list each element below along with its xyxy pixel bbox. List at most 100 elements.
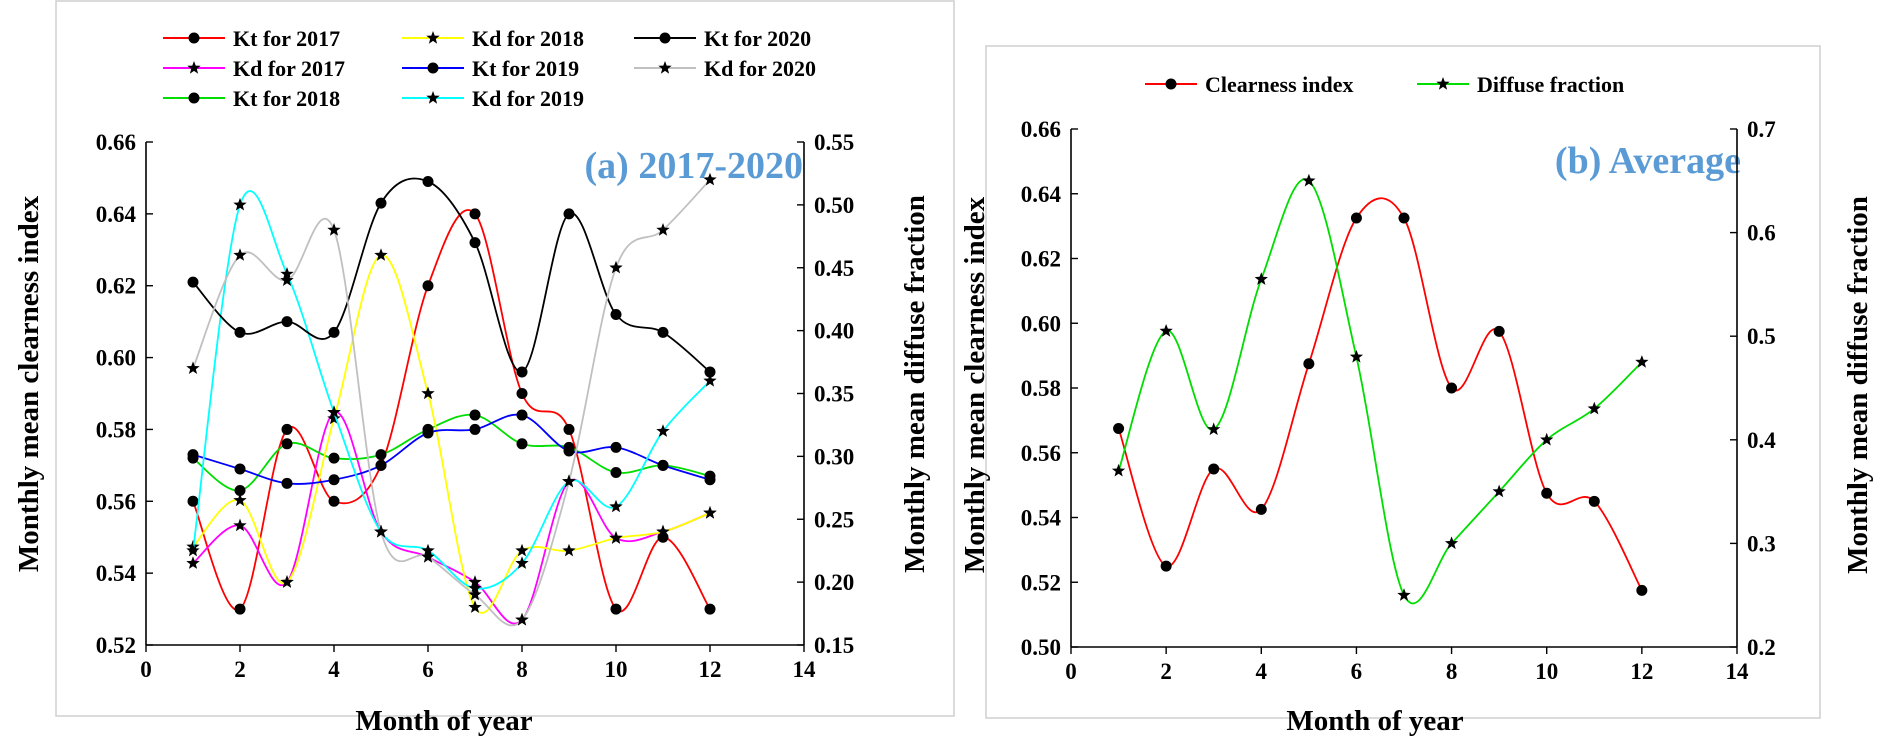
- panel-a-line-kd-for-2020: [192, 179, 711, 627]
- panel-b-point-diffuse-fraction: [1587, 401, 1601, 415]
- panel-a-left-y-tick-label: 0.52: [96, 633, 136, 658]
- panel-b-right-y-tick-label: 0.3: [1747, 531, 1776, 556]
- panel-a-point-kt-for-2018: [469, 409, 481, 421]
- panel-b-x-tick-label: 2: [1160, 659, 1172, 684]
- panel-a-x-axis-label: Month of year: [355, 705, 532, 737]
- panel-a-legend-label: Kd for 2017: [233, 56, 345, 81]
- panel-a-x-tick-label: 2: [234, 657, 246, 682]
- panel-a-right-y-tick-label: 0.15: [814, 633, 854, 658]
- panel-a-point-kd-for-2018: [280, 575, 294, 588]
- panel-a-point-kt-for-2020: [328, 326, 340, 338]
- panel-a-point-kd-for-2018: [374, 248, 388, 261]
- panel-a-point-kt-for-2017: [516, 388, 528, 399]
- panel-a: Kt for 2017 Kd for 2017 Kt for 2018 Kd for …: [13, 0, 955, 737]
- panel-a-point-kd-for-2018: [327, 411, 341, 425]
- panel-a-left-y-tick-label: 0.60: [96, 346, 136, 371]
- panel-a-point-kt-for-2017: [234, 603, 246, 615]
- panel-a-point-kt-for-2019: [516, 409, 528, 421]
- panel-a-line-kt-for-2019: [192, 413, 711, 485]
- panel-a-point-kd-for-2020: [609, 260, 623, 274]
- panel-a-right-y-tick-label: 0.40: [814, 319, 854, 344]
- panel-a-legend-marker: [658, 61, 672, 74]
- panel-b-point-clearness-index: [1446, 382, 1458, 394]
- panel-a-point-kt-for-2020: [704, 366, 716, 378]
- panel-b-left-y-tick-label: 0.62: [1021, 247, 1061, 272]
- panel-b-legend-marker: [1165, 78, 1177, 90]
- panel-b-point-clearness-index: [1588, 495, 1600, 507]
- panel-a-legend-label: Kt for 2019: [472, 56, 579, 81]
- panel-b-point-diffuse-fraction: [1254, 272, 1268, 285]
- panel-b-frame: [985, 45, 1821, 719]
- panel-b-left-y-tick-label: 0.58: [1021, 376, 1061, 401]
- panel-a-point-kt-for-2017: [187, 495, 199, 507]
- panel-a-legend-label: Kd for 2018: [472, 26, 584, 51]
- panel-a-x-tick-label: 0: [140, 657, 152, 682]
- panel-a-x-tick-label: 10: [605, 657, 628, 682]
- panel-b: Clearness index Diffuse fraction (b) Aver…: [959, 45, 1874, 737]
- panel-a-point-kt-for-2020: [563, 208, 575, 220]
- panel-a-point-kt-for-2020: [469, 237, 481, 249]
- panel-a-point-kt-for-2018: [281, 438, 293, 450]
- panel-a-point-kt-for-2019: [657, 459, 669, 471]
- panel-a-point-kd-for-2019: [233, 197, 247, 211]
- panel-a-point-kt-for-2019: [422, 427, 434, 439]
- panel-b-point-clearness-index: [1636, 584, 1648, 596]
- panel-a-point-kt-for-2017: [563, 423, 575, 435]
- panel-b-left-y-axis-label: Monthly mean clearness index: [959, 196, 991, 573]
- panel-a-line-kd-for-2018: [192, 254, 711, 614]
- panel-a-legend-marker: [426, 31, 440, 44]
- panel-a-right-y-axis-label: Monthly mean diffuse fraction: [899, 195, 931, 573]
- panel-b-point-diffuse-fraction: [1540, 432, 1554, 446]
- panel-a-point-kt-for-2020: [375, 197, 387, 209]
- panel-b-point-diffuse-fraction: [1349, 349, 1364, 363]
- panel-b-legend-label: Diffuse fraction: [1477, 72, 1624, 97]
- panel-a-axes: 0 2 4 6 8 10 12 14 0.52 0.54 0.56 0.58 0.60 0.62 0.64 0…: [96, 130, 855, 682]
- panel-a-point-kt-for-2020: [610, 308, 622, 320]
- panel-b-line-diffuse-fraction: [1117, 178, 1643, 605]
- panel-a-frame: [55, 0, 955, 717]
- panel-a-legend-item-kd-for-2018: Kd for 2018: [402, 26, 584, 51]
- panel-b-x-tick-label: 4: [1256, 659, 1268, 684]
- panel-b-legend: Clearness index Diffuse fraction: [1145, 72, 1624, 97]
- panel-a-point-kt-for-2020: [516, 366, 528, 378]
- panel-a-point-kt-for-2020: [657, 326, 669, 338]
- panel-a-left-y-tick-label: 0.62: [96, 274, 136, 299]
- panel-a-point-kt-for-2018: [234, 485, 246, 497]
- panel-a-point-kd-for-2020: [421, 550, 435, 563]
- panel-a-point-kd-for-2018: [421, 386, 435, 400]
- panel-a-legend-item-kd-for-2019: Kd for 2019: [402, 86, 584, 111]
- panel-a-right-y-tick-label: 0.55: [814, 130, 854, 155]
- panel-a-point-kd-for-2018: [468, 600, 482, 613]
- panel-a-point-kd-for-2018: [656, 524, 670, 538]
- panel-b-x-tick-label: 12: [1630, 659, 1653, 684]
- panel-a-right-y-tick-label: 0.25: [814, 507, 854, 532]
- panel-a-point-kd-for-2019: [515, 556, 529, 569]
- panel-a-left-y-tick-label: 0.58: [96, 417, 136, 442]
- panel-b-right-y-tick-label: 0.4: [1747, 428, 1776, 453]
- panel-b-right-y-tick-label: 0.2: [1747, 635, 1776, 660]
- panel-a-left-y-axis-label: Monthly mean clearness index: [13, 195, 45, 572]
- panel-a-point-kt-for-2019: [281, 477, 293, 489]
- panel-a-point-kt-for-2018: [328, 452, 340, 464]
- panel-b-left-y-tick-label: 0.50: [1021, 635, 1061, 660]
- panel-b-point-diffuse-fraction: [1159, 324, 1173, 337]
- panel-a-legend-marker: [188, 32, 200, 44]
- panel-a-point-kd-for-2019: [186, 543, 200, 557]
- panel-a-legend-item-kt-for-2017: Kt for 2017: [163, 26, 340, 51]
- panel-b-point-diffuse-fraction: [1492, 484, 1506, 498]
- panel-b-point-diffuse-fraction: [1207, 422, 1221, 436]
- panel-b-point-diffuse-fraction: [1635, 355, 1649, 368]
- panel-a-line-kt-for-2017: [192, 209, 711, 613]
- panel-a-legend-item-kd-for-2017: Kd for 2017: [163, 56, 345, 81]
- panel-b-title: (b) Average: [1555, 140, 1741, 182]
- panel-a-point-kd-for-2020: [233, 248, 247, 261]
- panel-a-point-kd-for-2017: [233, 518, 247, 532]
- panel-a-right-y-tick-label: 0.45: [814, 256, 854, 281]
- panel-a-point-kt-for-2019: [375, 459, 387, 471]
- panel-a-point-kd-for-2020: [280, 273, 294, 286]
- panel-b-point-diffuse-fraction: [1111, 463, 1126, 477]
- panel-b-right-y-tick-label: 0.7: [1747, 117, 1776, 142]
- panel-b-point-clearness-index: [1208, 463, 1220, 475]
- panel-a-point-kt-for-2019: [469, 423, 481, 435]
